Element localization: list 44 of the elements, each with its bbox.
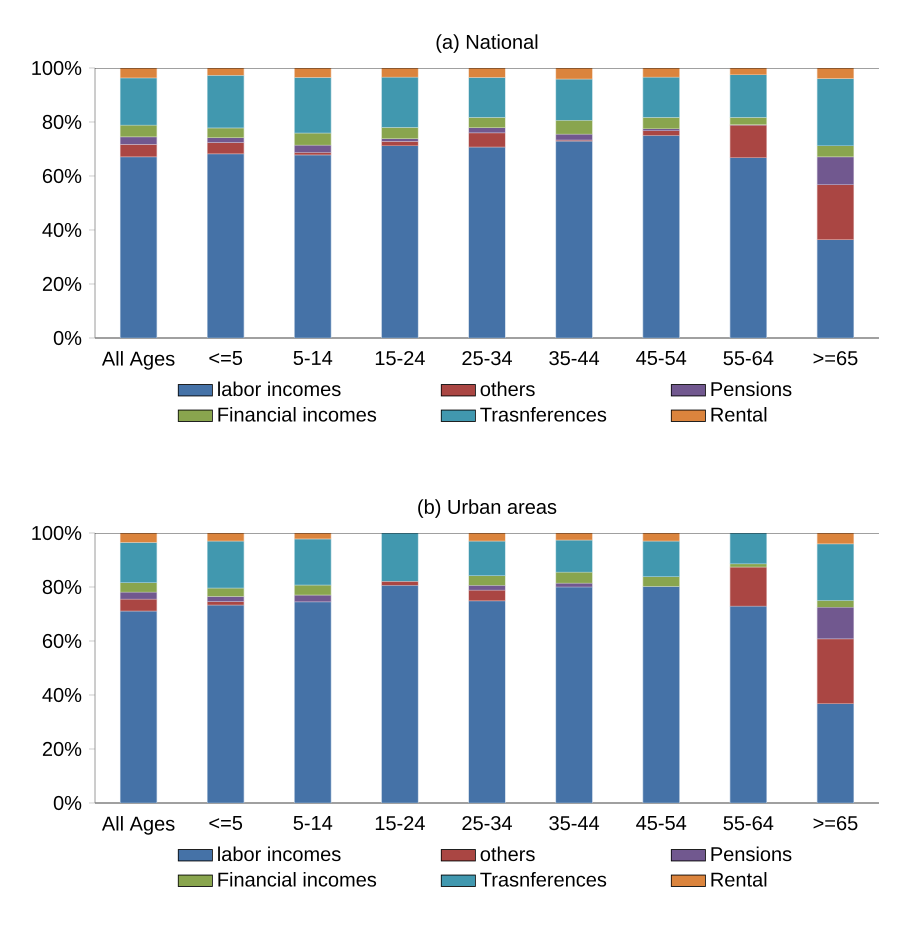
y-tick-label: 80% [42, 114, 82, 130]
x-tick-label: 15-24 [376, 816, 425, 830]
y-tick-label: 0% [54, 330, 82, 346]
y-tick-label: 80% [42, 580, 82, 594]
chart-title: (b) Urban areas [418, 499, 556, 518]
x-tick-label: 55-64 [724, 816, 774, 830]
x-tick-label: 35-44 [549, 816, 600, 830]
y-tick-label: 40% [42, 222, 82, 238]
legend-label: Pensions [711, 846, 792, 862]
x-tick-label: 45-54 [636, 351, 686, 366]
y-tick-label: 20% [42, 276, 82, 292]
y-tick-label: 40% [42, 688, 82, 702]
chart-title: (a) National [436, 34, 538, 53]
y-tick-label: 20% [42, 742, 82, 756]
x-tick-label: <=5 [209, 351, 242, 366]
x-tick-label: 25-34 [462, 816, 512, 830]
x-tick-label: 5-14 [294, 351, 332, 366]
x-tick-label: All Ages [102, 816, 174, 835]
x-tick-label: <=5 [209, 816, 242, 830]
y-tick-label: 100% [32, 60, 82, 76]
x-tick-label: 15-24 [376, 351, 425, 366]
legend-label: labor incomes [218, 381, 341, 396]
x-tick-label: 5-14 [294, 816, 332, 830]
legend-label: Rental [711, 872, 766, 887]
y-tick-label: 60% [42, 634, 82, 648]
x-tick-label: 45-54 [636, 816, 686, 830]
x-tick-label: >=65 [814, 351, 858, 366]
y-tick-label: 100% [32, 526, 82, 540]
x-tick-label: 35-44 [549, 351, 600, 366]
legend-label: others [480, 846, 535, 862]
x-tick-label: >=65 [814, 816, 858, 830]
legend-label: others [480, 381, 535, 396]
x-tick-label: All Ages [102, 351, 174, 370]
x-tick-label: 55-64 [724, 351, 774, 366]
legend-label: Pensions [711, 381, 792, 396]
legend-label: Trasnferences [480, 872, 606, 887]
legend-label: Trasnferences [480, 406, 606, 422]
y-tick-label: 60% [42, 168, 82, 184]
legend-label: labor incomes [218, 846, 341, 862]
x-tick-label: 25-34 [462, 351, 512, 366]
legend-label: Financial incomes [218, 872, 376, 887]
legend-label: Rental [711, 406, 766, 422]
legend-label: Financial incomes [218, 406, 376, 422]
y-tick-label: 0% [54, 796, 82, 810]
